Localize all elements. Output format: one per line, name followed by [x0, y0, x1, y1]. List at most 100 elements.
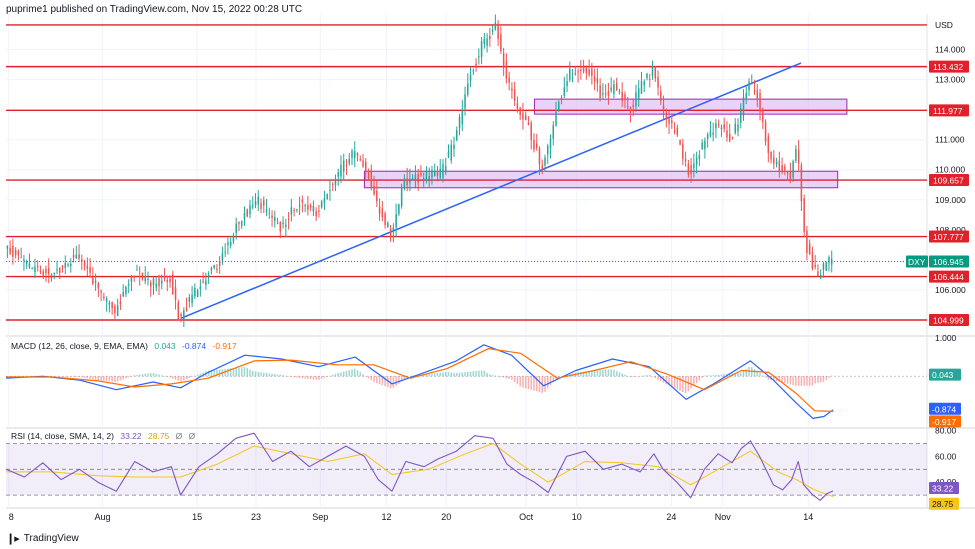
chart-canvas[interactable]: 114.000 113.000 111.000 110.000 109.000 108.0…	[0, 0, 975, 530]
candle-body	[417, 173, 419, 183]
candle-body	[263, 200, 265, 206]
candle-body	[646, 73, 648, 79]
level-tag	[929, 270, 969, 283]
candle-body	[163, 276, 166, 279]
level-tag-label: 107.777	[933, 232, 964, 242]
rsi-line	[5, 432, 834, 501]
macd-histogram-bar	[530, 376, 532, 390]
macd-histogram-bar	[172, 376, 174, 379]
candle-body	[28, 263, 31, 268]
macd-histogram-bar	[161, 375, 163, 377]
macd-histogram-bar	[274, 374, 276, 377]
candle-body	[312, 205, 315, 212]
macd-histogram-bar	[720, 374, 723, 377]
candle-body	[577, 71, 579, 73]
macd-histogram-bar	[224, 368, 226, 377]
current-price-tag	[929, 255, 969, 268]
price-tick-label: 114.000	[935, 45, 965, 55]
candle-body	[246, 209, 248, 217]
candle-body	[822, 263, 825, 270]
candle-body	[356, 153, 359, 156]
candle-body	[624, 94, 626, 101]
macd-histogram-bar	[728, 373, 731, 377]
macd-histogram-bar	[497, 376, 499, 377]
macd-histogram-bar	[610, 369, 612, 377]
macd-histogram-bar	[513, 376, 516, 383]
candle-body	[717, 124, 720, 126]
macd-histogram-bar	[387, 376, 389, 388]
macd-histogram-bar	[502, 376, 505, 378]
candle-body	[188, 297, 191, 302]
candle-body	[433, 170, 436, 176]
macd-histogram-bar	[447, 372, 450, 377]
candle-body	[389, 228, 392, 238]
macd-histogram-bar	[348, 370, 351, 377]
candle-body	[808, 243, 811, 254]
macd-histogram-bar	[315, 376, 317, 380]
candle-body	[615, 82, 618, 90]
candle-body	[213, 265, 215, 268]
candle-body	[365, 161, 367, 173]
macd-histogram-bar	[133, 375, 135, 377]
candle-body	[640, 81, 643, 94]
candle-body	[180, 314, 182, 317]
candle-body	[486, 38, 488, 46]
level-tag	[929, 314, 969, 327]
macd-histogram-bar	[458, 372, 461, 377]
candle-body	[792, 161, 794, 178]
candle-body	[282, 222, 284, 225]
macd-histogram-bar	[293, 376, 295, 378]
candle-body	[105, 298, 108, 302]
candle-body	[439, 168, 441, 178]
candle-body	[687, 163, 690, 175]
macd-histogram-bar	[334, 373, 337, 377]
footer-brand: TradingView	[23, 532, 79, 544]
candle-body	[210, 268, 213, 271]
macd-histogram-bar	[431, 373, 433, 377]
candle-body	[742, 97, 745, 116]
macd-histogram-bar	[469, 371, 472, 377]
macd-histogram-bar	[684, 376, 687, 394]
candle-body	[480, 41, 483, 57]
macd-tag-label: -0.874	[932, 404, 956, 414]
candle-body	[442, 164, 444, 178]
candle-body	[298, 205, 301, 207]
candle-body	[582, 67, 585, 72]
macd-histogram-bar	[86, 376, 89, 379]
macd-histogram-bar	[626, 375, 629, 377]
rsi-upper-value: Ø	[175, 431, 183, 441]
candle-body	[47, 268, 50, 274]
macd-tag	[929, 415, 961, 428]
macd-histogram-bar	[759, 373, 761, 377]
candle-body	[773, 157, 775, 164]
macd-histogram-bar	[472, 371, 475, 377]
candle-body	[348, 159, 351, 164]
macd-histogram-bar	[365, 376, 367, 377]
macd-histogram-bar	[428, 373, 430, 377]
candle-body	[425, 171, 428, 182]
macd-histogram-bar	[243, 367, 246, 377]
candle-body	[607, 90, 610, 96]
macd-histogram-bar	[257, 371, 260, 377]
macd-histogram-bar	[706, 375, 709, 377]
candle-body	[378, 206, 381, 215]
candle-body	[274, 217, 276, 221]
macd-histogram-bar	[665, 376, 668, 385]
candle-body	[221, 253, 224, 261]
candle-body	[367, 170, 370, 179]
macd-histogram-bar	[797, 376, 800, 386]
macd-histogram-bar	[301, 376, 304, 379]
candle-body	[108, 302, 111, 305]
candle-body	[301, 199, 304, 203]
macd-histogram-bar	[188, 376, 191, 379]
macd-histogram-bar	[602, 369, 604, 377]
candle-body	[428, 175, 430, 180]
candle-body	[122, 291, 124, 297]
macd-histogram-bar	[544, 376, 546, 392]
level-tag-label: 106.444	[933, 272, 964, 282]
macd-tag-label: -0.917	[932, 417, 956, 427]
candle-body	[251, 205, 254, 208]
candle-body	[114, 306, 116, 314]
candle-body	[315, 211, 317, 217]
macd-histogram-bar	[621, 373, 623, 377]
